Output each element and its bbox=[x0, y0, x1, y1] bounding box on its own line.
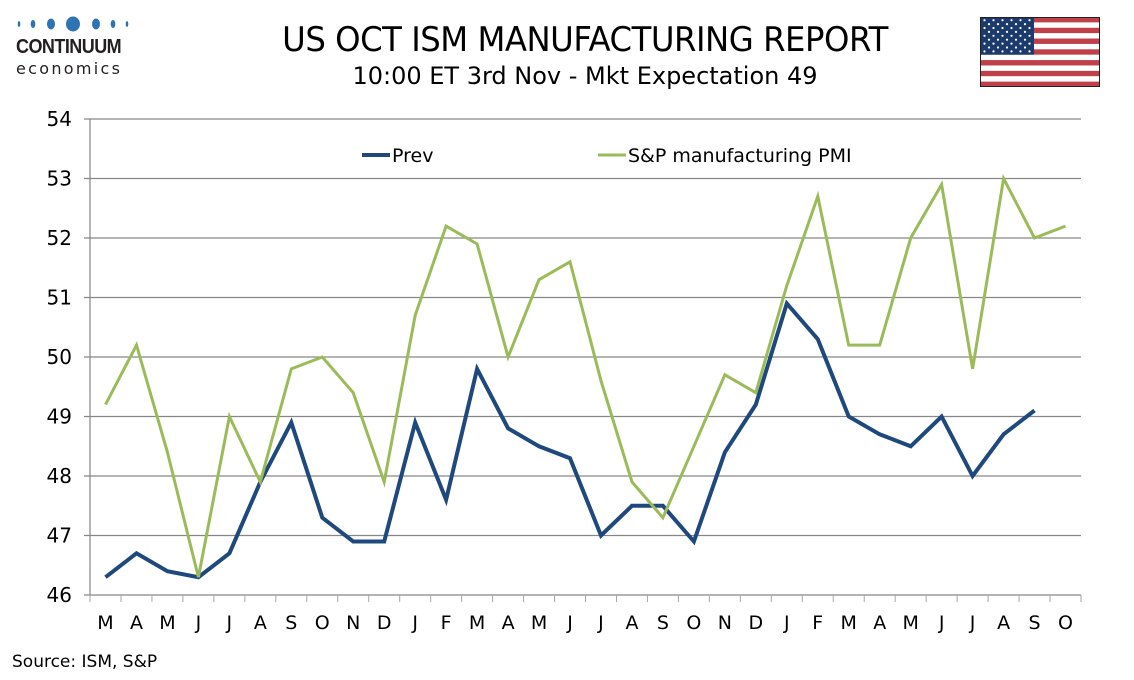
series-line-sp-pmi bbox=[104, 173, 1067, 578]
x-tick-label: M bbox=[159, 612, 175, 634]
x-tick-label: F bbox=[441, 612, 452, 634]
x-tick-label: J bbox=[411, 612, 418, 634]
x-tick-label: N bbox=[718, 612, 732, 634]
y-tick-label: 54 bbox=[47, 107, 72, 131]
axes bbox=[89, 119, 1082, 602]
legend: Prev S&P manufacturing PMI bbox=[362, 145, 852, 167]
y-tick-label: 51 bbox=[47, 286, 72, 310]
chart-title: US OCT ISM MANUFACTURING REPORT bbox=[282, 20, 888, 60]
x-tick-label: A bbox=[625, 612, 638, 634]
x-tick-label: J bbox=[566, 612, 573, 634]
x-tick-label: N bbox=[346, 612, 360, 634]
x-tick-label: S bbox=[657, 612, 669, 634]
y-tick-label: 52 bbox=[47, 226, 72, 250]
x-tick-label: A bbox=[130, 612, 143, 634]
us-flag-icon bbox=[980, 17, 1100, 87]
x-tick-label: M bbox=[841, 612, 857, 634]
x-tick-label: J bbox=[969, 612, 976, 634]
x-tick-label: J bbox=[783, 612, 790, 634]
x-tick-label: S bbox=[1029, 612, 1041, 634]
x-tick-label: S bbox=[285, 612, 297, 634]
x-tick-label: A bbox=[502, 612, 515, 634]
series-line-prev bbox=[104, 299, 1036, 580]
y-tick-label: 49 bbox=[47, 405, 72, 429]
x-tick-label: A bbox=[997, 612, 1010, 634]
x-tick-label: J bbox=[195, 612, 202, 634]
x-tick-label: O bbox=[1058, 612, 1073, 634]
x-tick-label: M bbox=[531, 612, 547, 634]
source-note: Source: ISM, S&P bbox=[12, 652, 158, 672]
y-tick-labels: 46 47 48 49 50 51 52 53 54 bbox=[47, 107, 72, 607]
y-tick-label: 46 bbox=[47, 583, 72, 607]
x-tick-label: J bbox=[938, 612, 945, 634]
x-tick-label: D bbox=[749, 612, 764, 634]
x-tick-label: A bbox=[873, 612, 886, 634]
logo-subtitle: economics bbox=[16, 59, 123, 78]
x-tick-label: O bbox=[686, 612, 701, 634]
x-tick-label: D bbox=[377, 612, 392, 634]
y-tick-label: 48 bbox=[47, 464, 72, 488]
y-tick-label: 47 bbox=[47, 524, 72, 548]
x-tick-label: M bbox=[902, 612, 918, 634]
series-lines bbox=[104, 173, 1067, 580]
gridlines bbox=[84, 118, 1081, 596]
legend-label: Prev bbox=[392, 145, 433, 167]
y-tick-label: 53 bbox=[47, 167, 72, 191]
logo-name: CONTINUUM bbox=[16, 36, 122, 58]
x-tick-label: M bbox=[97, 612, 113, 634]
x-tick-label: A bbox=[254, 612, 267, 634]
x-tick-label: F bbox=[812, 612, 823, 634]
x-tick-label: J bbox=[226, 612, 233, 634]
chart-subtitle: 10:00 ET 3rd Nov - Mkt Expectation 49 bbox=[352, 62, 818, 90]
y-tick-label: 50 bbox=[47, 345, 72, 369]
legend-label: S&P manufacturing PMI bbox=[628, 145, 852, 167]
x-tick-label: J bbox=[597, 612, 604, 634]
x-tick-label: M bbox=[469, 612, 485, 634]
x-tick-label: O bbox=[315, 612, 330, 634]
logo-dots-icon bbox=[17, 16, 129, 32]
